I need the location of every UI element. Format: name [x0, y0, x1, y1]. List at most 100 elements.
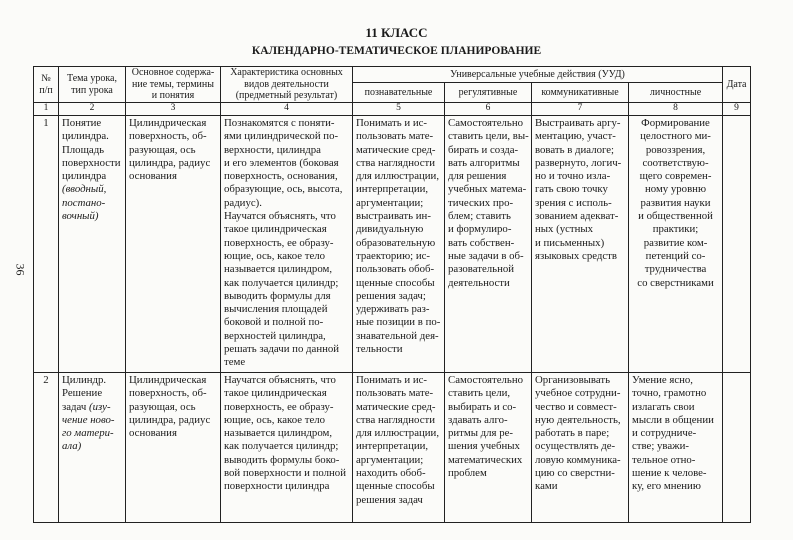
text-line: пользовать обоб- [356, 263, 435, 276]
text-line: Выстраивать аргу- [535, 117, 621, 129]
header-cell: Характеристика основных видов деятельност… [220, 66, 353, 103]
text-line: для иллюстрации, [356, 427, 440, 440]
text-line: образующие, ось, высота, [224, 183, 343, 196]
text-line: тических про- [448, 196, 514, 209]
text-line: вать алгоритмы [448, 156, 520, 169]
text-line: дивидуальную [356, 223, 424, 236]
text-line: и его элементов (боковая [224, 156, 339, 169]
column-number: 8 [627, 102, 724, 116]
text-line: верхностей цилиндра, [224, 329, 326, 342]
column-number: 6 [444, 102, 532, 116]
text-line: деятельности [448, 276, 510, 289]
text-line: Научатся объяснять, что [224, 374, 336, 386]
text-line: вовать в диалоге; [535, 143, 615, 156]
text-line: работать в паре; [535, 427, 610, 440]
text-line: зрения с исполь- [535, 196, 612, 209]
text-line: и формулиро- [448, 223, 512, 236]
text-line: ала) [62, 440, 82, 453]
header-cell: Универсальные учебные действия (УУД) [351, 66, 724, 83]
text-line: поверхность, ее образу- [224, 236, 334, 249]
text-line: такое цилиндрическая [224, 223, 327, 236]
text-line: вочный) [62, 210, 99, 223]
cognitive-cell: Понимать и ис-пользовать мате-матические… [352, 372, 445, 523]
text-line: Понимать и ис- [356, 117, 428, 129]
text-line: тельное отно- [632, 453, 696, 466]
text-line: ями цилиндрической по- [224, 130, 339, 143]
text-line: здавать алго- [448, 413, 508, 426]
text-line: развернуто, логич- [535, 156, 622, 169]
text-line: (изу- [89, 400, 111, 413]
text-line: трудничества [644, 263, 707, 276]
text-line: такое цилиндрическая [224, 387, 327, 400]
title: 11 КЛАСС [365, 25, 428, 40]
text-line: стве; уважи- [632, 440, 690, 453]
cognitive-cell: Понимать и ис-пользовать мате-матические… [352, 115, 445, 373]
text-line: (вводный, [62, 183, 107, 196]
text-line: Самостоятельно [448, 374, 524, 386]
text-line: для решения [448, 170, 507, 183]
text-line: зованием адекват- [535, 210, 619, 223]
text-line: разующая, ось [129, 143, 196, 156]
column-number: 2 [58, 102, 126, 116]
text-line: го матери- [62, 427, 114, 440]
text-line: проблем [448, 467, 487, 480]
text-line: и понятия [151, 90, 195, 102]
text-line: задач [62, 400, 87, 413]
text-line: поверхность, основания, [224, 170, 338, 183]
header-cell: личностные [627, 82, 724, 103]
text-line: тельности [356, 343, 403, 356]
text-line: ющие, ось, какое тело [224, 249, 326, 262]
text-line: гать свою точку [535, 183, 608, 196]
text-line: математических [448, 453, 523, 466]
column-number: 7 [531, 102, 629, 116]
page-number: 36 [13, 263, 28, 276]
text-line: Понимать и ис- [356, 374, 428, 386]
text-line: щенные способы [356, 276, 435, 289]
text-line: для иллюстрации, [356, 170, 440, 183]
row-number: 1 [33, 115, 59, 373]
text-line: щенные способы [356, 480, 435, 493]
personal-cell: Умение ясно, точно, грамотно излагать свои… [627, 372, 724, 523]
text-line: удерживать раз- [356, 303, 430, 316]
text-line: ства наглядности [356, 413, 435, 426]
text-line: петенций со- [645, 249, 706, 262]
communicative-cell: Организовывать учебное сотрудни-чество и … [531, 372, 629, 523]
table-row: 2 Цилиндр. Решение задач (изу-чение ново-го… [33, 372, 752, 523]
text-line: видов деятельности [244, 78, 329, 90]
topic-cell: Цилиндр. Решение задач (изу-чение ново-го … [58, 372, 126, 523]
text-line: и общественной [638, 210, 713, 223]
table-row: 1 Понятие цилиндра. Площадь поверхности цилин… [33, 115, 752, 373]
text-line: выводить формулы боко- [224, 453, 340, 466]
text-line: ловую коммуника- [535, 453, 621, 466]
subtitle: КАЛЕНДАРНО-ТЕМАТИЧЕСКОЕ ПЛАНИРОВАНИЕ [251, 45, 542, 57]
text-line: аргументации; [356, 453, 424, 466]
text-line: Цилиндрическая [129, 374, 207, 386]
text-line: развития науки [640, 196, 711, 209]
text-line: ющие, ось, какое тело [224, 413, 326, 426]
text-line: ства наглядности [356, 156, 435, 169]
text-line: осуществлять де- [535, 440, 616, 453]
text-line: языковых средств [535, 249, 617, 262]
text-line: точно, грамотно [632, 387, 707, 400]
text-line: поверхность, об- [129, 387, 207, 400]
text-line: боковой и полной по- [224, 316, 324, 329]
text-line: развитие ком- [643, 236, 708, 249]
text-line: ритмы для ре- [448, 427, 514, 440]
text-line: выбирать и со- [448, 400, 517, 413]
header-cell: коммуникативные [531, 82, 629, 103]
text-line: Самостоятельно [448, 117, 524, 129]
text-line: № [41, 73, 51, 84]
text-line: интерпретации, [356, 440, 429, 453]
header-cell: познавательные [352, 82, 445, 103]
text-line: ставить цели, [448, 387, 511, 400]
text-line: Площадь [62, 143, 105, 156]
text-line: Научатся объяснять, что [224, 210, 336, 223]
text-line: п/п [39, 84, 53, 96]
text-line: поверхность, об- [129, 130, 207, 143]
text-line: ровоззрения, [645, 143, 706, 156]
text-line: чение ново- [62, 413, 115, 426]
text-line: Цилиндрическая [129, 117, 207, 129]
header-cell: № п/п [33, 66, 59, 103]
text-line: цилиндра, радиус [129, 156, 211, 169]
